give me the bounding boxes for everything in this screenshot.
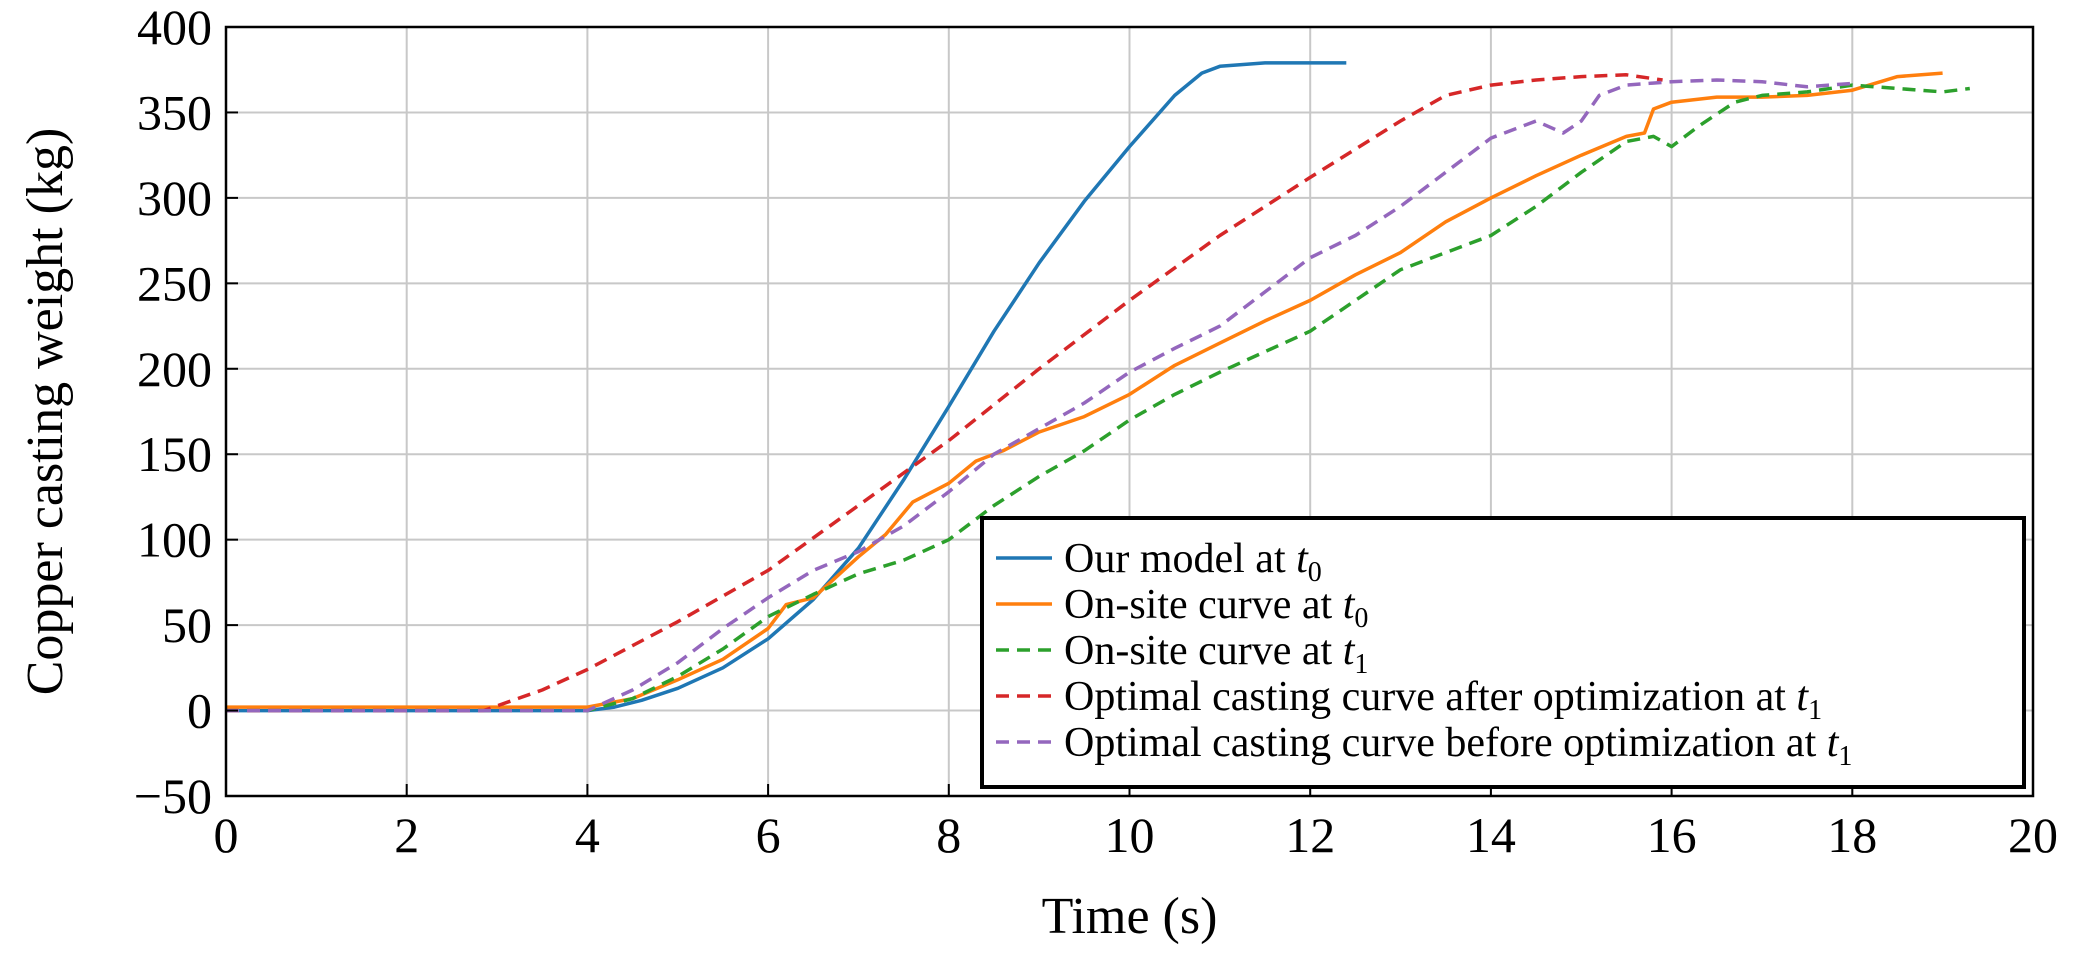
y-tick-label: 150 bbox=[137, 426, 212, 482]
x-tick-label: 16 bbox=[1647, 807, 1697, 863]
x-tick-label: 2 bbox=[394, 807, 419, 863]
y-tick-label: 100 bbox=[137, 512, 212, 568]
y-axis-title: Copper casting weight (kg) bbox=[17, 128, 74, 696]
series-line-1 bbox=[226, 61, 1347, 713]
legend-label: Optimal casting curve after optimization… bbox=[1064, 674, 1822, 726]
legend-label: On-site curve at t1 bbox=[1064, 628, 1368, 680]
y-tick-label: 200 bbox=[137, 341, 212, 397]
legend-label: Our model at t0 bbox=[1064, 536, 1322, 588]
x-tick-label: 12 bbox=[1285, 807, 1335, 863]
axis-ticks: 0 2 4 6 8 10 12 14 16 18 20−5005010015020025030035… bbox=[134, 0, 2058, 863]
series-line-3 bbox=[226, 83, 1971, 713]
y-tick-label: −50 bbox=[134, 768, 212, 824]
y-tick-label: 350 bbox=[137, 84, 212, 140]
x-tick-label: 10 bbox=[1105, 807, 1155, 863]
y-tick-label: 50 bbox=[162, 597, 212, 653]
x-axis-title: Time (s) bbox=[1042, 888, 1218, 945]
y-tick-label: 400 bbox=[137, 0, 212, 55]
legend-label: Optimal casting curve before optimizatio… bbox=[1064, 720, 1852, 772]
x-tick-label: 20 bbox=[2008, 807, 2058, 863]
x-tick-label: 6 bbox=[756, 807, 781, 863]
series-lines bbox=[226, 61, 1971, 713]
x-tick-label: 14 bbox=[1466, 807, 1516, 863]
x-tick-label: 0 bbox=[214, 807, 239, 863]
series-line-2 bbox=[226, 71, 1943, 709]
y-tick-label: 300 bbox=[137, 170, 212, 226]
legend-box bbox=[980, 516, 2026, 789]
x-tick-label: 8 bbox=[936, 807, 961, 863]
x-tick-label: 4 bbox=[575, 807, 600, 863]
y-tick-label: 250 bbox=[137, 255, 212, 311]
legend-label: On-site curve at t0 bbox=[1064, 582, 1368, 634]
series-line-4 bbox=[226, 73, 1663, 713]
y-tick-label: 0 bbox=[187, 683, 212, 739]
x-tick-label: 18 bbox=[1827, 807, 1877, 863]
